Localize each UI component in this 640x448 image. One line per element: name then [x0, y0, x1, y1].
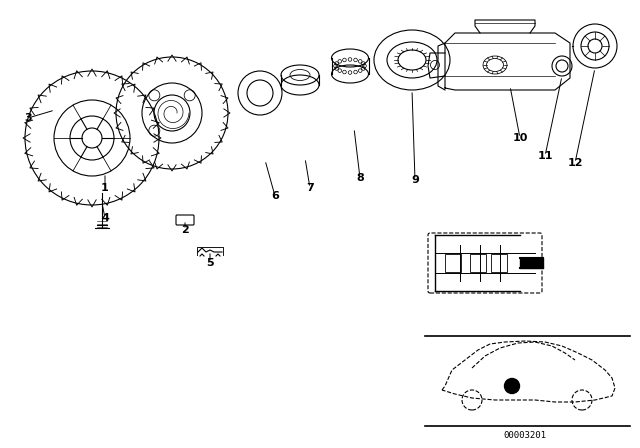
Text: 10: 10	[512, 133, 528, 143]
Text: 1: 1	[101, 183, 109, 193]
Text: 8: 8	[356, 173, 364, 183]
Text: 5: 5	[206, 258, 214, 268]
Text: 3: 3	[24, 113, 32, 123]
Text: 00003201: 00003201	[504, 431, 547, 440]
Text: 9: 9	[411, 175, 419, 185]
Circle shape	[504, 379, 520, 393]
Text: 2: 2	[181, 225, 189, 235]
Text: 7: 7	[306, 183, 314, 193]
Bar	[491, 254, 507, 272]
Text: 11: 11	[537, 151, 553, 161]
Text: 4: 4	[101, 213, 109, 223]
Bar	[445, 254, 461, 272]
Text: 6: 6	[271, 191, 279, 201]
Text: 12: 12	[567, 158, 583, 168]
Bar	[470, 254, 486, 272]
